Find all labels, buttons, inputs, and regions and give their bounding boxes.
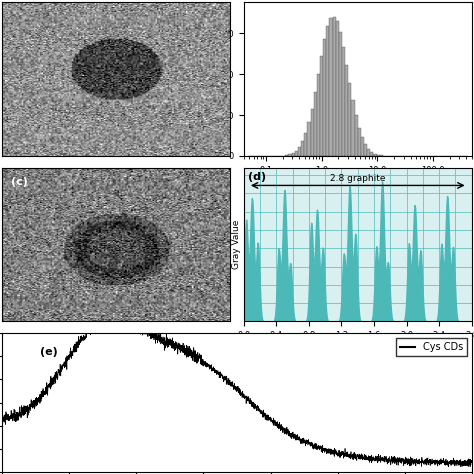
Text: (e): (e): [40, 347, 58, 357]
Bar: [289, 155, 292, 156]
Bar: [304, 133, 307, 156]
Y-axis label: Intens: Intens: [193, 64, 203, 94]
Bar: [367, 149, 370, 156]
Text: 2.8 graphite: 2.8 graphite: [330, 173, 385, 182]
Bar: [329, 18, 333, 156]
X-axis label: Distance (nm): Distance (nm): [319, 346, 396, 356]
Bar: [292, 153, 295, 156]
Bar: [348, 83, 351, 156]
Bar: [380, 155, 383, 156]
Bar: [355, 115, 358, 156]
Bar: [336, 21, 339, 156]
Bar: [342, 47, 345, 156]
Bar: [333, 17, 336, 156]
Bar: [361, 137, 364, 156]
Y-axis label: Gray Value: Gray Value: [232, 220, 241, 269]
Bar: [307, 122, 310, 156]
Bar: [314, 92, 317, 156]
Bar: [358, 128, 361, 156]
Bar: [317, 74, 320, 156]
X-axis label: Diameter (nm): Diameter (nm): [318, 180, 398, 190]
Bar: [345, 64, 348, 156]
Bar: [351, 100, 355, 156]
Bar: [374, 154, 376, 156]
Bar: [323, 39, 326, 156]
Text: (c): (c): [11, 177, 28, 187]
Bar: [295, 151, 298, 156]
Bar: [370, 152, 374, 156]
Text: (d): (d): [248, 173, 266, 182]
Bar: [376, 155, 380, 156]
Bar: [339, 32, 342, 156]
Bar: [326, 27, 329, 156]
Bar: [364, 144, 367, 156]
Bar: [298, 147, 301, 156]
Bar: [285, 155, 289, 156]
Bar: [320, 56, 323, 156]
Bar: [310, 109, 314, 156]
Legend: Cys CDs: Cys CDs: [396, 338, 467, 356]
Bar: [301, 141, 304, 156]
